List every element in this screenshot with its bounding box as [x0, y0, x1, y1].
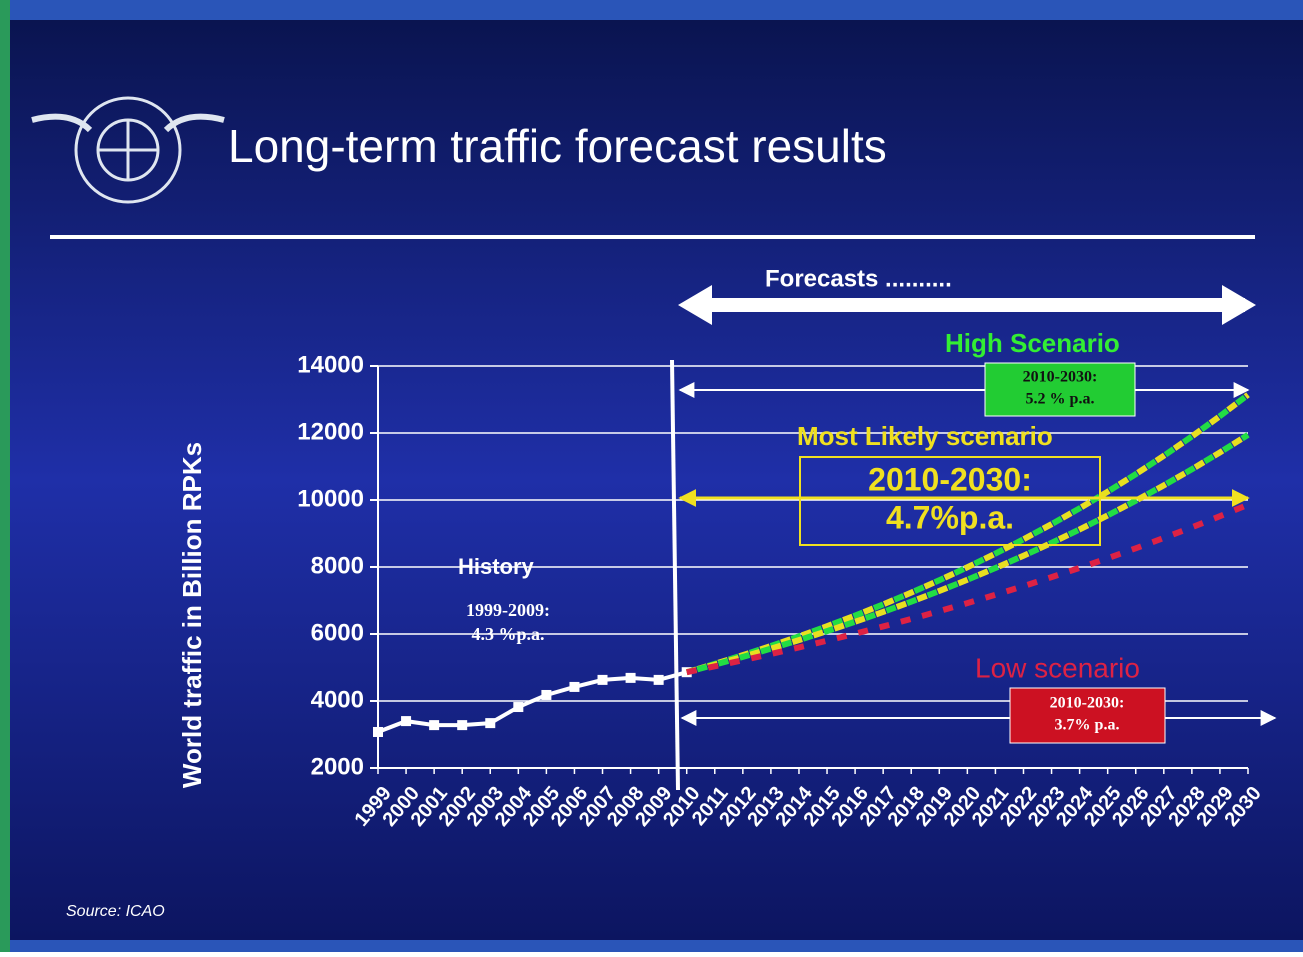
- y-tick-label: 8000: [311, 552, 364, 579]
- point-marker: [401, 716, 412, 727]
- point-marker: [541, 689, 552, 700]
- point-marker: [429, 720, 440, 731]
- point-marker: [513, 702, 524, 713]
- y-tick-label: 2000: [311, 753, 364, 780]
- history-rate: 4.3 %p.a.: [471, 624, 544, 644]
- likely-period: 2010-2030:: [868, 461, 1032, 497]
- low-label: Low scenario: [975, 652, 1140, 683]
- point-marker: [653, 674, 664, 685]
- background: [10, 20, 1303, 940]
- left-strip: [0, 0, 10, 952]
- y-axis-label: World traffic in Billion RPKs: [177, 442, 207, 788]
- forecasts-label: Forecasts ..........: [765, 265, 952, 292]
- point-marker: [373, 726, 383, 737]
- likely-rate: 4.7%p.a.: [886, 499, 1014, 535]
- high-period: 2010-2030:: [1023, 369, 1098, 386]
- title: Long-term traffic forecast results: [228, 120, 887, 172]
- low-box: [1009, 687, 1166, 744]
- series-line: [685, 432, 1250, 676]
- high-rate: 5.2 % p.a.: [1026, 391, 1095, 408]
- point-marker: [569, 681, 580, 692]
- high-label: High Scenario: [945, 328, 1120, 358]
- source: Source: ICAO: [66, 903, 165, 920]
- low-rate: 3.7% p.a.: [1055, 717, 1120, 734]
- history-label: History: [458, 554, 535, 579]
- series-line: [686, 501, 1250, 676]
- point-marker: [457, 720, 468, 731]
- y-tick-label: 10000: [297, 485, 364, 512]
- likely-label: Most Likely scenario: [797, 421, 1053, 451]
- series-line: [685, 392, 1250, 676]
- y-tick-label: 14000: [297, 351, 364, 378]
- history-period: 1999-2009:: [466, 600, 550, 620]
- likely-box: [799, 456, 1101, 546]
- series-line-alt-dash: [685, 392, 1250, 676]
- y-tick-label: 6000: [311, 619, 364, 646]
- y-tick-label: 12000: [297, 418, 364, 445]
- forecast-start-line: [670, 359, 680, 791]
- point-marker: [597, 674, 608, 685]
- high-box: [984, 362, 1136, 417]
- point-marker: [625, 672, 636, 683]
- logo: [31, 96, 225, 204]
- y-tick-label: 4000: [311, 686, 364, 713]
- point-marker: [485, 718, 496, 729]
- low-period: 2010-2030:: [1050, 695, 1125, 712]
